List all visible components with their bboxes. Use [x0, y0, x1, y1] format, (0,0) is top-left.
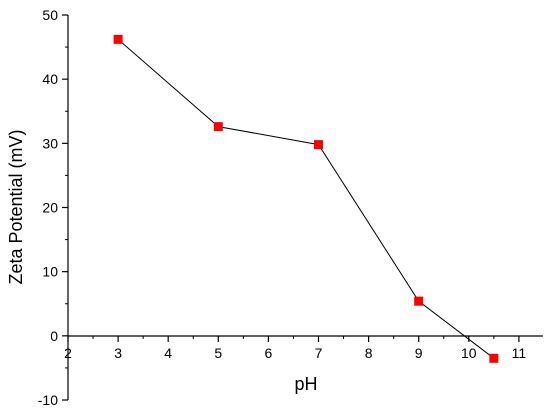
y-tick-label: 30: [42, 135, 58, 151]
y-tick-label: 10: [42, 264, 58, 280]
y-axis-title: Zeta Potential (mV): [6, 129, 26, 284]
x-tick-label: 2: [64, 345, 72, 361]
x-tick-label: 7: [315, 345, 323, 361]
x-tick-label: 10: [461, 345, 477, 361]
y-tick-label: 20: [42, 200, 58, 216]
y-tick-label: 0: [50, 328, 58, 344]
x-tick-label: 4: [164, 345, 172, 361]
data-point-marker: [414, 296, 424, 306]
x-tick-label: 11: [512, 345, 527, 361]
series-layer: [113, 34, 499, 363]
x-tick-label: 6: [265, 345, 273, 361]
y-tick-label: -10: [38, 392, 58, 408]
x-tick-label: 5: [214, 345, 222, 361]
y-tick-label: 40: [42, 71, 58, 87]
x-axis-title: pH: [294, 374, 317, 394]
data-point-marker: [213, 122, 223, 132]
x-tick-label: 9: [415, 345, 423, 361]
x-axis: 2 3 4 5 6 7 8 9 10 11: [64, 335, 543, 361]
data-point-marker: [314, 140, 323, 150]
data-point-marker: [113, 34, 123, 44]
x-tick-label: 3: [114, 345, 122, 361]
y-tick-label: 50: [42, 7, 58, 23]
series-line: [117, 39, 495, 359]
x-tick-label: 8: [365, 345, 373, 361]
data-point-marker: [489, 353, 499, 363]
